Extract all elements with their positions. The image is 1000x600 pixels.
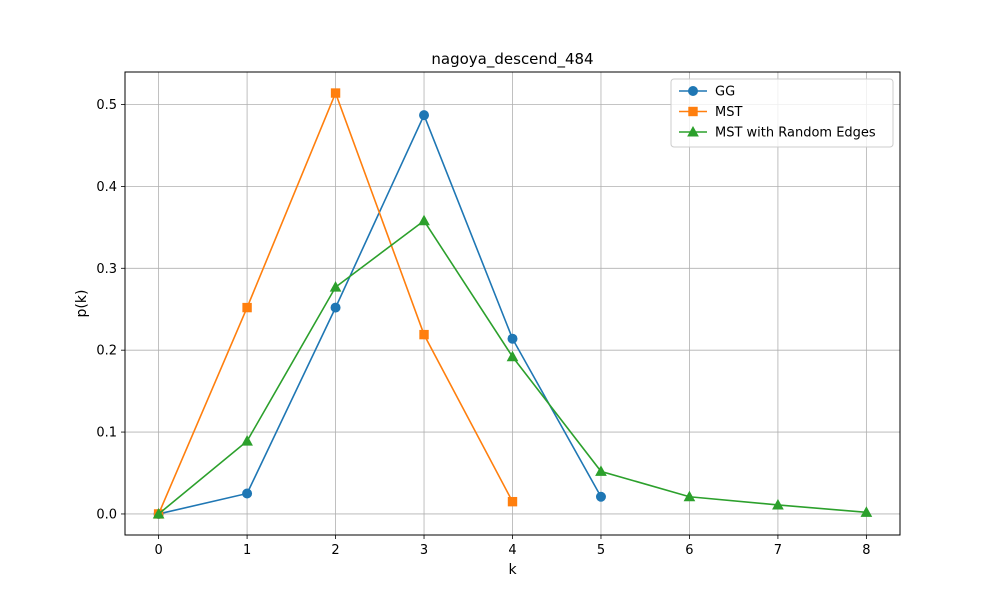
axis-ticks: 0 1 2 3 4 5 6 7 8 0.0 0.1 0.2 0.3 0.4 0.5 bbox=[96, 98, 870, 558]
series-mst-with-random-edges bbox=[152, 214, 873, 519]
legend-marker-gg bbox=[688, 86, 698, 96]
data-point-gg bbox=[419, 110, 430, 121]
data-point-mst-with-random-edges bbox=[772, 498, 784, 510]
legend-entry-mst-with-random-edges: MST with Random Edges bbox=[679, 126, 876, 141]
data-point-mst bbox=[507, 496, 518, 507]
data-point-gg bbox=[330, 302, 341, 313]
legend: GG MST MST with Random Edges bbox=[670, 78, 894, 148]
data-point-mst-with-random-edges bbox=[241, 435, 253, 446]
grid bbox=[125, 72, 900, 535]
legend-label-mst-with-random-edges: MST with Random Edges bbox=[715, 126, 876, 141]
data-point-gg bbox=[507, 333, 518, 344]
y-tick-label: 0.3 bbox=[96, 262, 117, 277]
data-point-mst-with-random-edges bbox=[152, 507, 165, 519]
data-point-mst bbox=[330, 88, 341, 98]
x-tick-label: 6 bbox=[685, 543, 693, 558]
series-line-gg bbox=[158, 113, 602, 515]
y-tick-label: 0.2 bbox=[96, 344, 117, 359]
x-tick-label: 0 bbox=[154, 543, 162, 558]
x-tick-label: 7 bbox=[774, 543, 782, 558]
x-tick-label: 2 bbox=[331, 543, 339, 558]
data-point-mst-with-random-edges bbox=[506, 350, 519, 362]
legend-marker-mst bbox=[688, 106, 698, 117]
legend-entry-mst: MST bbox=[679, 105, 742, 120]
data-point-mst-with-random-edges bbox=[418, 214, 430, 226]
legend-marker-mst-with-random-edges bbox=[687, 125, 699, 137]
legend-label-mst: MST bbox=[715, 105, 742, 120]
x-tick-label: 5 bbox=[597, 543, 605, 558]
y-tick-label: 0.4 bbox=[96, 180, 117, 195]
data-point-mst-with-random-edges bbox=[595, 465, 607, 476]
legend-label-gg: GG bbox=[715, 85, 735, 100]
data-point-mst-with-random-edges bbox=[683, 490, 696, 502]
y-axis-label: p(k) bbox=[74, 290, 90, 318]
x-tick-label: 3 bbox=[420, 543, 428, 558]
x-tick-label: 8 bbox=[862, 543, 870, 558]
x-axis-label: k bbox=[508, 562, 517, 578]
data-point-mst-with-random-edges bbox=[860, 506, 873, 517]
x-tick-label: 4 bbox=[508, 543, 516, 558]
x-tick-label: 1 bbox=[243, 543, 251, 558]
legend-entry-gg: GG bbox=[679, 85, 735, 100]
chart-title: nagoya_descend_484 bbox=[431, 50, 593, 69]
data-point-mst bbox=[242, 302, 252, 313]
data-point-mst-with-random-edges bbox=[329, 281, 342, 292]
legend-box bbox=[670, 78, 894, 148]
series-layer bbox=[152, 88, 873, 519]
y-tick-label: 0.0 bbox=[96, 507, 117, 522]
data-point-mst bbox=[419, 329, 429, 340]
data-point-gg bbox=[595, 491, 606, 502]
y-tick-label: 0.1 bbox=[96, 426, 117, 441]
data-point-gg bbox=[242, 488, 253, 499]
y-tick-label: 0.5 bbox=[96, 98, 117, 113]
